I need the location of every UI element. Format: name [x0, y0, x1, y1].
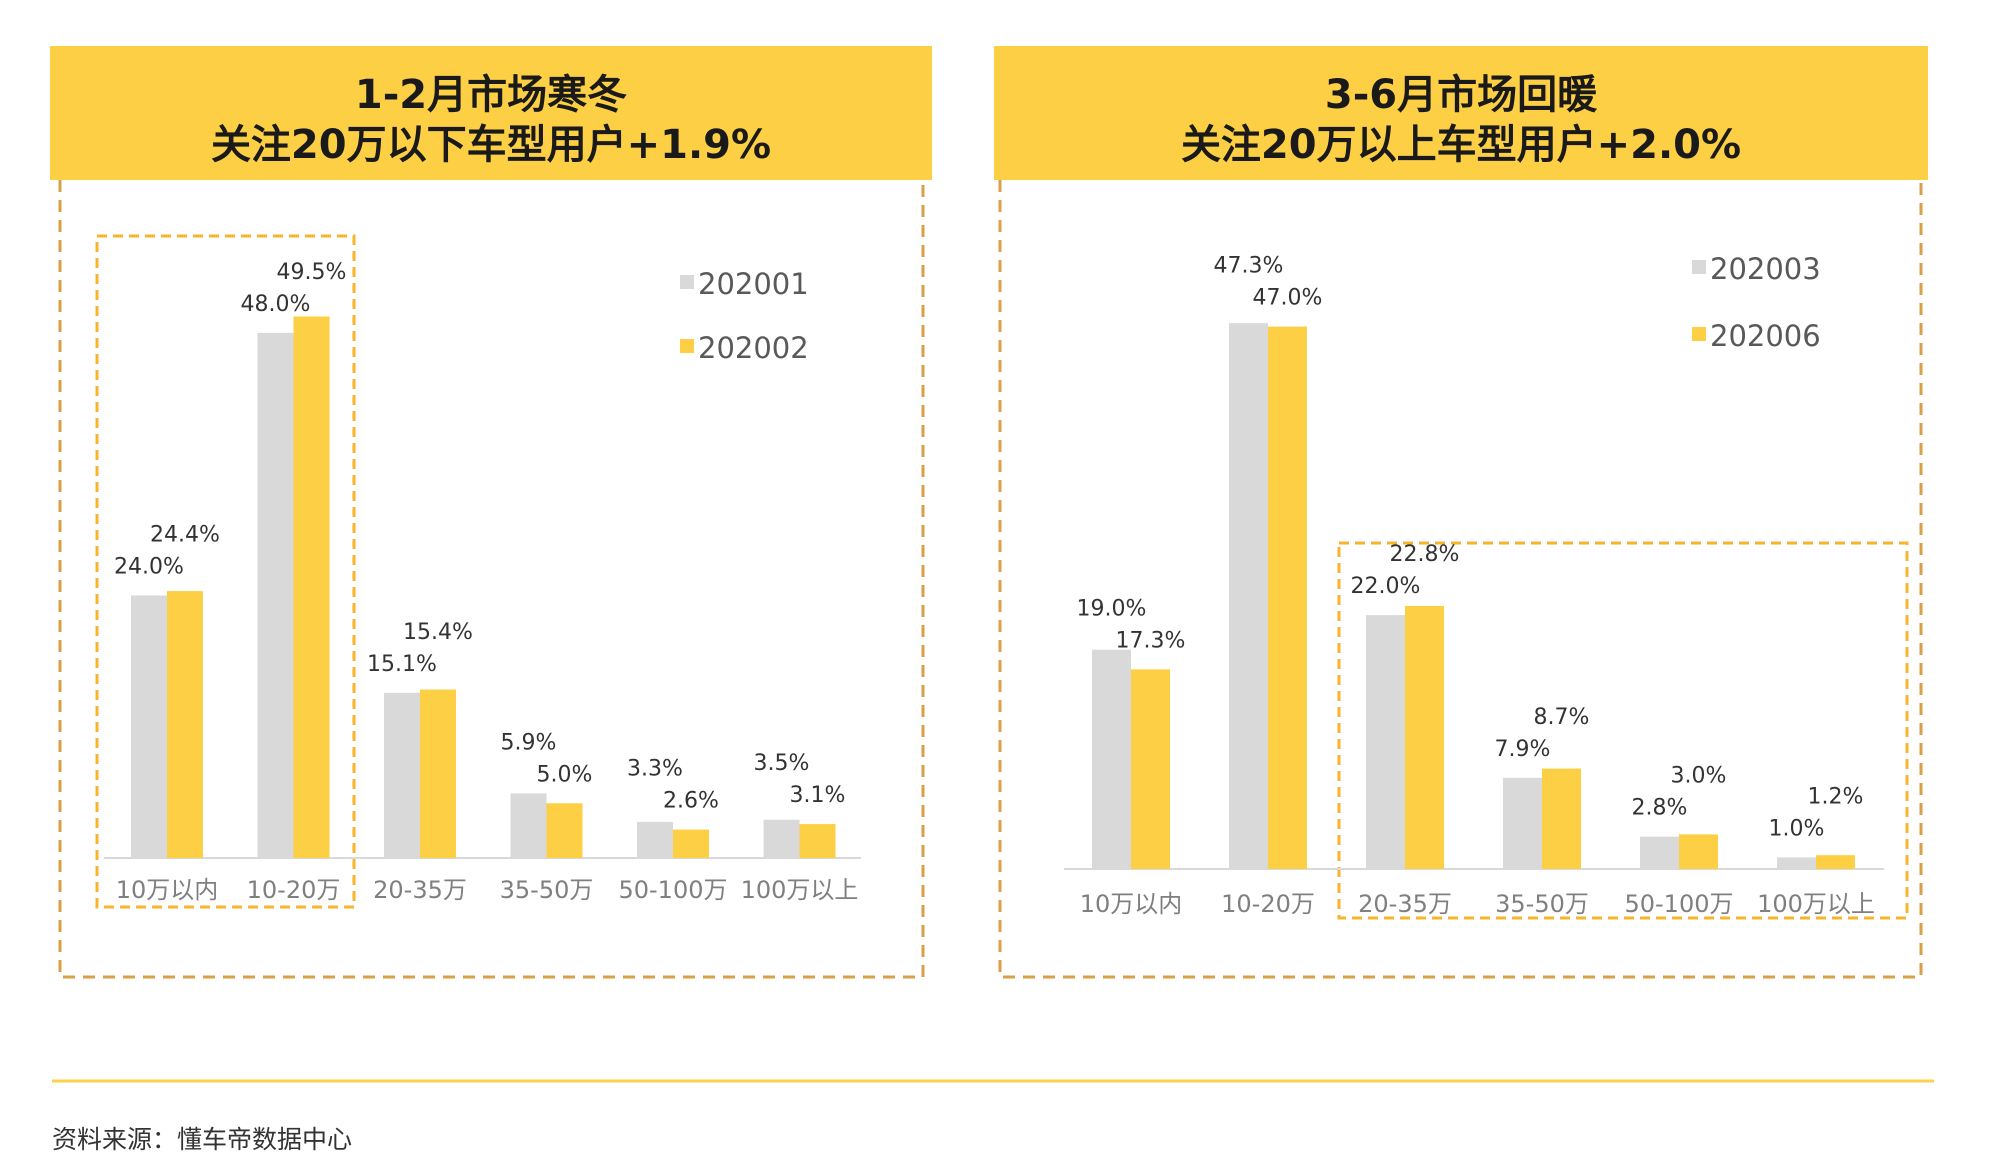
data-label: 2.6%	[663, 789, 719, 814]
category-label: 20-35万	[1358, 890, 1452, 918]
category-label: 10万以内	[116, 876, 219, 904]
data-label: 49.5%	[277, 260, 347, 285]
category-label: 10万以内	[1080, 890, 1183, 918]
bar-202001	[384, 692, 420, 858]
panel-border	[58, 180, 925, 979]
category-label: 50-100万	[618, 876, 727, 904]
category-label: 10-20万	[247, 876, 341, 904]
bar-202001	[131, 595, 167, 858]
category-label: 35-50万	[500, 876, 594, 904]
bar-202001	[763, 819, 800, 858]
category-label: 35-50万	[1495, 890, 1589, 918]
data-label: 48.0%	[241, 292, 311, 317]
category-label: 100万以上	[1757, 890, 1875, 918]
bar-202006	[1816, 855, 1855, 869]
panel-subtitle: 关注20万以上车型用户+2.0%	[1181, 122, 1741, 168]
data-label: 19.0%	[1077, 596, 1147, 621]
bar-202002	[799, 824, 836, 858]
data-label: 5.9%	[501, 730, 557, 755]
data-label: 7.9%	[1495, 737, 1551, 762]
data-label: 15.1%	[367, 652, 437, 677]
bar-202006	[1268, 326, 1307, 869]
legend-swatch	[680, 339, 694, 353]
bar-202006	[1131, 669, 1170, 869]
panel-subtitle: 关注20万以下车型用户+1.9%	[211, 122, 771, 168]
bar-202003	[1777, 857, 1816, 869]
bar-202001	[637, 821, 673, 858]
bar-202003	[1366, 615, 1405, 869]
data-label: 3.5%	[754, 751, 810, 776]
data-label: 22.8%	[1390, 542, 1460, 567]
bar-202006	[1405, 605, 1444, 869]
data-label: 24.0%	[114, 554, 184, 579]
legend-swatch	[1692, 260, 1706, 274]
data-label: 22.0%	[1351, 574, 1421, 599]
highlight-box	[1337, 541, 1909, 920]
legend-swatch	[1692, 327, 1706, 341]
data-label: 17.3%	[1116, 628, 1186, 653]
bar-202003	[1229, 323, 1268, 870]
legend-label: 202003	[1710, 252, 1821, 286]
bar-202001	[510, 793, 547, 858]
data-label: 3.0%	[1671, 764, 1727, 789]
data-label: 8.7%	[1534, 705, 1590, 730]
legend-label: 202002	[698, 331, 809, 365]
category-label: 10-20万	[1221, 890, 1315, 918]
panel-title: 1-2月市场寒冬	[355, 72, 627, 118]
highlight-box	[95, 234, 356, 909]
data-label: 3.1%	[790, 783, 846, 808]
bar-202003	[1503, 777, 1542, 869]
data-label: 2.8%	[1632, 796, 1688, 821]
data-label: 47.3%	[1214, 254, 1284, 279]
bar-202006	[1542, 768, 1581, 869]
source-note: 资料来源：懂车帝数据中心	[52, 1125, 353, 1154]
data-label: 1.2%	[1808, 784, 1864, 809]
legend-label: 202001	[698, 267, 809, 301]
legend-label: 202006	[1710, 319, 1821, 353]
data-label: 24.4%	[150, 522, 220, 547]
data-label: 15.4%	[403, 620, 473, 645]
legend-swatch	[680, 275, 694, 289]
bar-202002	[293, 316, 330, 859]
panel-header	[50, 46, 932, 180]
data-label: 1.0%	[1769, 816, 1825, 841]
data-label: 3.3%	[627, 757, 683, 782]
bar-202003	[1092, 649, 1131, 869]
bar-202002	[420, 689, 456, 858]
category-label: 20-35万	[373, 876, 467, 904]
bar-202002	[167, 591, 203, 858]
data-label: 47.0%	[1253, 286, 1323, 311]
bar-202002	[546, 803, 583, 858]
panel-title: 3-6月市场回暖	[1325, 72, 1598, 118]
category-label: 100万以上	[741, 876, 859, 904]
category-label: 50-100万	[1624, 890, 1733, 918]
panel-header	[994, 46, 1928, 180]
bar-202001	[257, 332, 294, 858]
bar-202006	[1679, 834, 1718, 869]
data-label: 5.0%	[537, 762, 593, 787]
bar-202002	[673, 829, 709, 858]
bar-202003	[1640, 836, 1679, 869]
